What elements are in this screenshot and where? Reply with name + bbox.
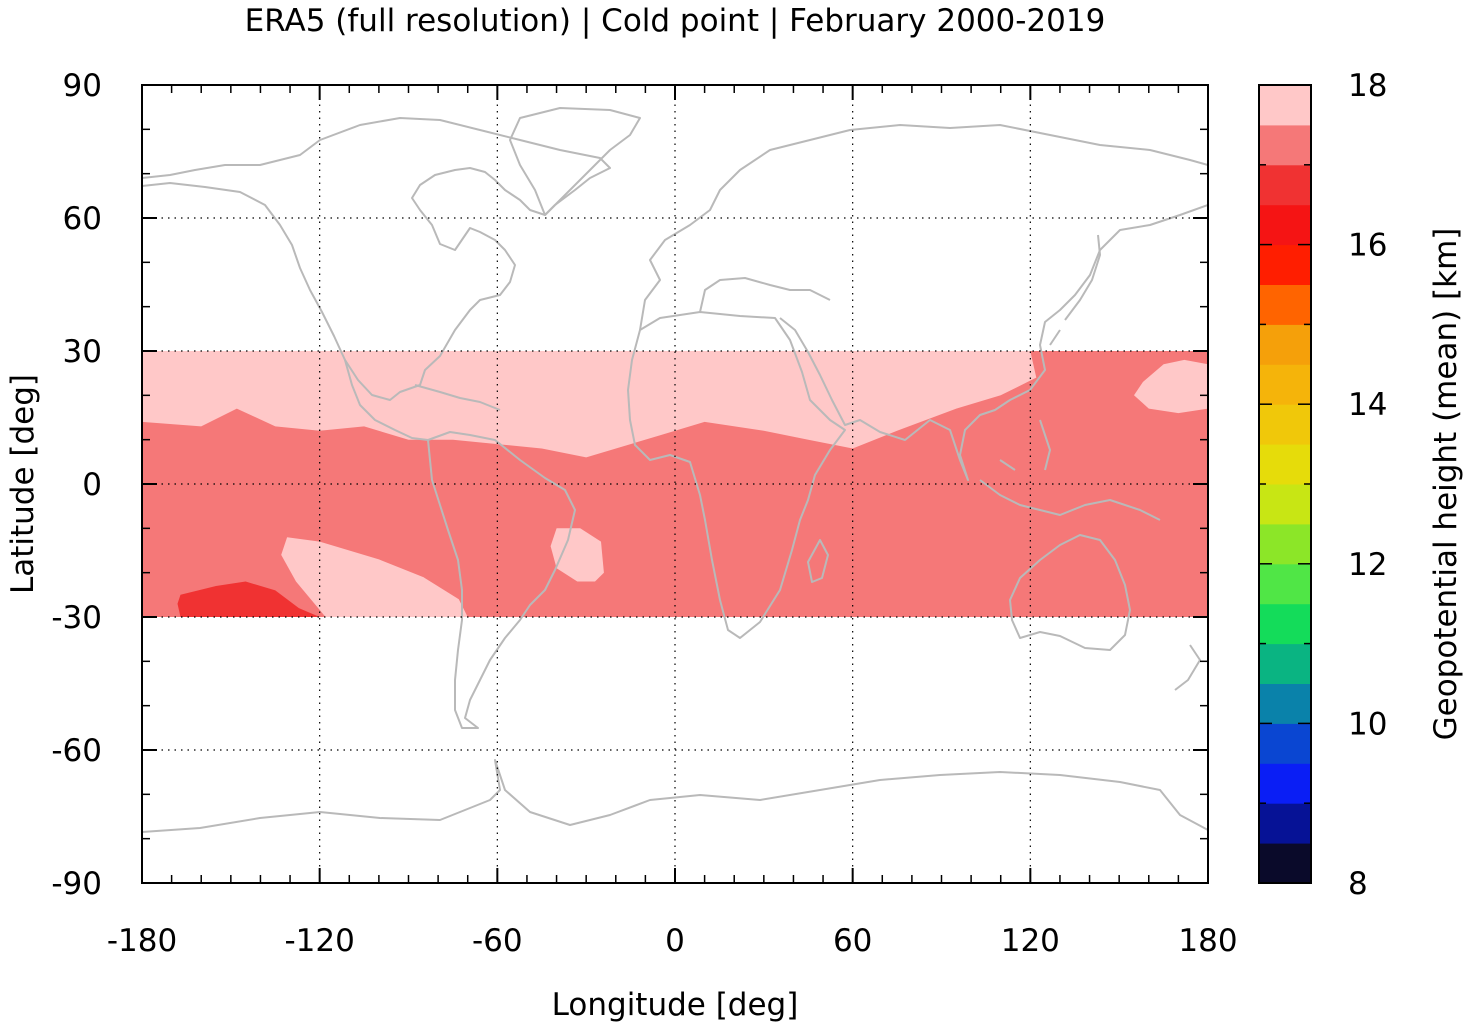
colorbar-swatch bbox=[1259, 643, 1311, 684]
field-region-4 bbox=[177, 581, 320, 617]
coastline-australia bbox=[1009, 534, 1131, 651]
y-tick-label: 90 bbox=[63, 68, 102, 104]
coastline-antarctica bbox=[142, 759, 1208, 833]
colorbar-swatch bbox=[1259, 124, 1311, 166]
coastlines bbox=[142, 107, 1208, 833]
y-tick-label: -60 bbox=[51, 733, 102, 769]
colorbar-swatch bbox=[1259, 563, 1311, 605]
colorbar-tick-label: 8 bbox=[1348, 866, 1368, 902]
minor-ticks bbox=[142, 85, 1208, 883]
field-region-2 bbox=[281, 537, 468, 617]
colorbar-swatch bbox=[1259, 763, 1311, 804]
colorbar-swatch bbox=[1259, 204, 1311, 246]
colorbar-tick-label: 18 bbox=[1348, 68, 1387, 104]
coastline-caribbean bbox=[414, 384, 501, 411]
grid bbox=[142, 85, 1208, 883]
coastline-central-america bbox=[344, 359, 429, 441]
colorbar-swatch bbox=[1259, 85, 1311, 126]
colorbar-swatch bbox=[1259, 444, 1311, 485]
coastline-japan bbox=[1049, 234, 1101, 346]
colorbar: 8 10 12 14 16 18 bbox=[1258, 68, 1387, 902]
colorbar-tick-label: 12 bbox=[1348, 547, 1387, 583]
y-axis: -90 -60 -30 0 30 60 90 bbox=[51, 68, 1208, 902]
coastline-greenland bbox=[509, 107, 641, 216]
y-tick-label: 30 bbox=[63, 334, 102, 370]
coastline-europe-asia bbox=[639, 124, 1208, 481]
y-tick-label: -30 bbox=[51, 600, 102, 636]
x-tick-label: 60 bbox=[833, 923, 872, 959]
colorbar-tick-label: 14 bbox=[1348, 387, 1387, 423]
colorbar-swatch bbox=[1259, 523, 1311, 565]
chart-title: ERA5 (full resolution) | Cold point | Fe… bbox=[245, 3, 1106, 39]
x-axis-title: Longitude [deg] bbox=[552, 987, 799, 1023]
coastline-africa bbox=[627, 311, 846, 639]
coastline-south-america bbox=[427, 431, 576, 729]
colorbar-swatch bbox=[1259, 803, 1311, 844]
field-region-0 bbox=[142, 351, 1037, 458]
coastline-north-america bbox=[142, 117, 611, 401]
colorbar-swatches bbox=[1259, 85, 1311, 884]
colorbar-swatch bbox=[1259, 843, 1311, 884]
x-axis: -180 -120 -60 0 60 120 180 bbox=[107, 85, 1238, 959]
colorbar-swatch bbox=[1259, 244, 1311, 285]
colorbar-swatch bbox=[1259, 603, 1311, 645]
coastline-maritime-continent bbox=[979, 419, 1161, 521]
colorbar-tick-label: 10 bbox=[1348, 706, 1387, 742]
x-tick-label: -120 bbox=[284, 923, 354, 959]
colorbar-title: Geopotential height (mean) [km] bbox=[1428, 228, 1464, 741]
x-tick-label: -60 bbox=[472, 923, 523, 959]
colorbar-swatch bbox=[1259, 284, 1311, 325]
x-tick-label: -180 bbox=[107, 923, 177, 959]
colorbar-ticks: 8 10 12 14 16 18 bbox=[1259, 68, 1387, 902]
y-tick-label: 0 bbox=[82, 467, 102, 503]
x-tick-label: 120 bbox=[1001, 923, 1060, 959]
colorbar-swatch bbox=[1259, 324, 1311, 365]
coastline-madagascar bbox=[807, 539, 829, 583]
colorbar-swatch bbox=[1259, 723, 1311, 764]
y-axis-title: Latitude [deg] bbox=[5, 374, 41, 594]
field-region-1 bbox=[1134, 359, 1208, 414]
colorbar-swatch bbox=[1259, 404, 1311, 445]
colorbar-swatch bbox=[1259, 683, 1311, 724]
y-tick-label: 60 bbox=[63, 201, 102, 237]
coastline-new-zealand bbox=[1174, 644, 1201, 691]
field-region-3 bbox=[550, 528, 604, 582]
plot-area: -180 -120 -60 0 60 120 180 -90 -60 -30 0 30 60 90 bbox=[51, 68, 1237, 959]
colorbar-tick-label: 16 bbox=[1348, 228, 1387, 264]
colorbar-swatch bbox=[1259, 164, 1311, 206]
x-tick-label: 180 bbox=[1178, 923, 1237, 959]
x-tick-label: 0 bbox=[665, 923, 685, 959]
colorbar-swatch bbox=[1259, 364, 1311, 405]
colorbar-swatch bbox=[1259, 484, 1311, 525]
y-tick-label: -90 bbox=[51, 866, 102, 902]
